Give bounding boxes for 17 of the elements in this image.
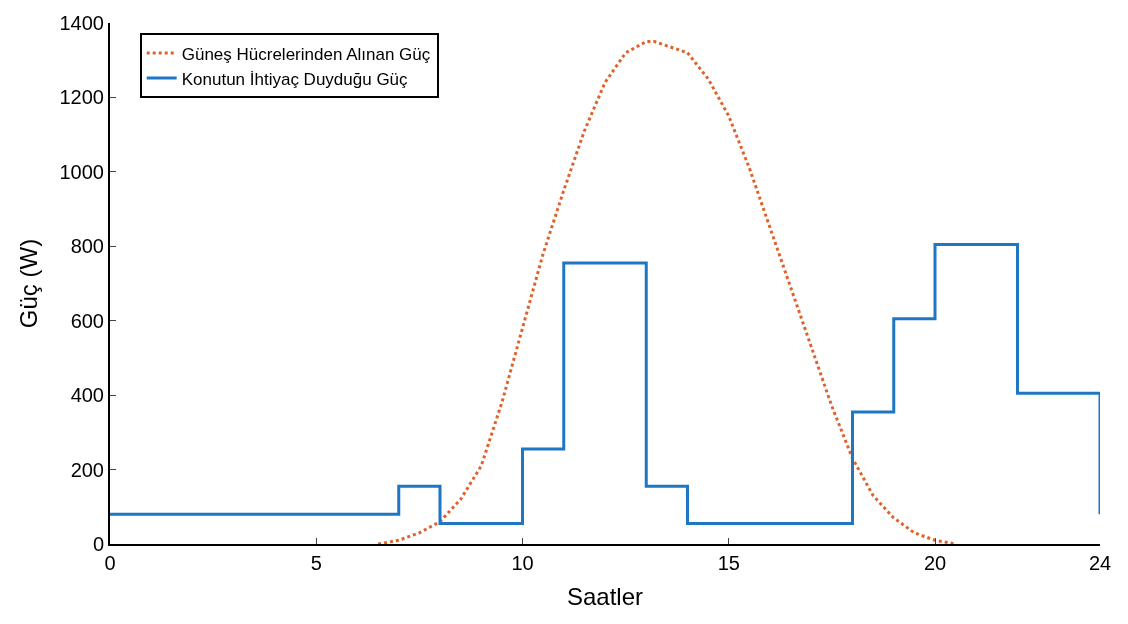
y-axis-title: Güç (W) (15, 238, 43, 329)
x-tick-label: 15 (717, 552, 740, 574)
y-tick-label: 1400 (59, 12, 104, 34)
x-tick-label: 10 (511, 552, 534, 574)
y-tick-label: 1000 (59, 160, 104, 183)
x-tick-label: 24 (1088, 552, 1112, 574)
y-tick-label: 600 (70, 309, 104, 332)
x-tick-label: 20 (923, 552, 947, 574)
x-axis-title: Saatler (566, 582, 644, 610)
x-tick-label: 5 (310, 552, 322, 574)
y-tick-label: 0 (92, 533, 104, 555)
legend-label: Konutun İhtiyaç Duyduğu Güç (181, 69, 409, 89)
y-tick-label: 200 (70, 458, 104, 481)
y-tick-label: 800 (70, 235, 104, 258)
y-tick-label: 1200 (59, 86, 104, 109)
y-tick-label: 400 (70, 384, 104, 407)
legend-label: Güneş Hücrelerinden Alınan Güç (181, 44, 431, 64)
